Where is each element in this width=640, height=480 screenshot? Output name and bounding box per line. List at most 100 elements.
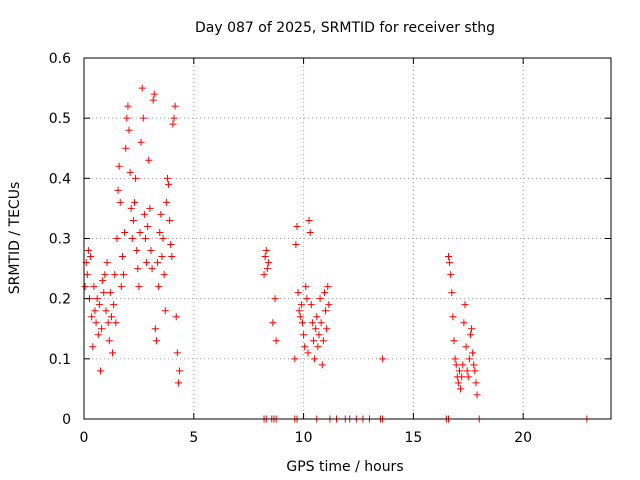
data-point: [107, 313, 115, 321]
data-point: [115, 162, 123, 170]
data-point: [128, 235, 136, 242]
data-point: [447, 271, 455, 279]
data-point: [148, 265, 156, 273]
y-tick-label: 0.5: [49, 111, 71, 127]
data-point: [95, 301, 103, 309]
data-point: [161, 307, 169, 315]
data-point: [134, 265, 142, 273]
data-point: [143, 259, 151, 267]
data-point: [458, 373, 466, 381]
data-point: [324, 283, 332, 291]
data-point: [123, 114, 131, 122]
x-tick-label: 10: [295, 430, 313, 446]
data-point: [459, 361, 467, 369]
data-point: [307, 301, 315, 309]
data-point: [318, 361, 326, 369]
data-point: [271, 295, 279, 303]
y-tick-label: 0.2: [49, 292, 71, 308]
data-point: [305, 216, 313, 224]
data-point: [127, 204, 135, 212]
data-point: [104, 319, 112, 327]
data-point: [163, 174, 171, 182]
data-point: [120, 271, 128, 279]
y-tick-label: 0.1: [49, 352, 71, 368]
data-point: [117, 283, 125, 291]
data-point: [110, 301, 118, 309]
data-point: [89, 343, 97, 351]
data-point: [101, 271, 109, 279]
data-point: [302, 283, 310, 291]
grid-lines: [84, 58, 611, 419]
data-point: [133, 247, 141, 255]
y-axis-label: SRMTID / TECUs: [7, 182, 23, 295]
data-point: [150, 90, 158, 98]
data-point: [464, 373, 472, 381]
data-point: [132, 174, 140, 182]
data-point: [106, 289, 114, 297]
data-point: [311, 355, 319, 363]
data-point: [149, 96, 157, 104]
data-point: [113, 235, 121, 242]
data-point: [263, 265, 271, 273]
data-point: [167, 241, 175, 249]
data-point: [315, 331, 323, 339]
data-point: [88, 313, 96, 321]
data-point: [460, 319, 468, 327]
data-point: [317, 319, 325, 327]
data-point: [303, 295, 311, 303]
data-point: [91, 307, 99, 315]
data-point: [109, 349, 117, 357]
data-point: [446, 259, 454, 267]
data-point: [121, 228, 129, 236]
data-point: [165, 180, 173, 188]
data-point: [313, 313, 321, 321]
data-point: [90, 283, 98, 291]
data-point: [114, 186, 122, 194]
data-point: [455, 367, 463, 375]
y-tick-label: 0.4: [49, 171, 71, 187]
data-point: [84, 247, 92, 255]
data-point: [176, 367, 184, 375]
data-point: [272, 337, 280, 345]
data-point: [126, 168, 134, 176]
data-point: [136, 228, 144, 236]
data-point: [260, 271, 268, 279]
data-point: [138, 84, 146, 92]
data-point: [448, 289, 456, 297]
data-point: [471, 367, 479, 375]
data-point: [316, 295, 324, 303]
data-point: [131, 198, 139, 206]
data-point: [262, 247, 270, 255]
x-tick-label: 5: [189, 430, 198, 446]
data-point: [294, 289, 302, 297]
data-point: [105, 337, 113, 345]
data-point: [99, 277, 107, 285]
data-point: [87, 253, 95, 261]
data-point: [157, 210, 165, 218]
x-axis-label: GPS time / hours: [286, 459, 403, 475]
data-point: [140, 210, 148, 218]
data-point: [98, 325, 106, 333]
data-point: [102, 307, 110, 315]
data-point: [457, 385, 465, 393]
data-point: [96, 367, 104, 375]
data-point: [306, 228, 314, 236]
data-point: [100, 289, 108, 297]
data-point: [169, 120, 177, 128]
data-point: [166, 216, 174, 224]
data-point: [469, 349, 477, 357]
data-point: [468, 325, 476, 333]
data-point: [323, 325, 331, 333]
data-point: [304, 349, 312, 357]
data-point: [320, 289, 328, 297]
data-point: [173, 349, 181, 357]
data-point: [314, 343, 322, 351]
data-point: [156, 228, 164, 236]
data-point: [92, 319, 100, 327]
data-point: [309, 337, 317, 345]
data-point: [144, 222, 152, 230]
data-point: [111, 271, 119, 279]
data-point: [141, 235, 149, 242]
data-point: [159, 235, 167, 242]
